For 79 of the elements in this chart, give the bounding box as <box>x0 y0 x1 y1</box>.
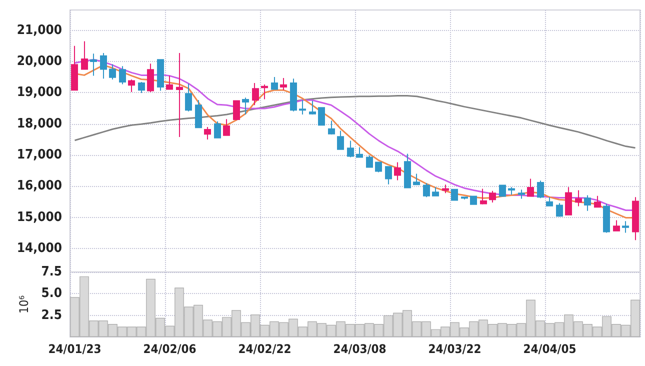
candlestick <box>271 76 278 90</box>
candlestick <box>375 162 382 173</box>
candlestick <box>470 196 477 205</box>
candlestick <box>461 196 468 200</box>
candlestick <box>347 140 354 158</box>
candlestick <box>366 154 373 168</box>
y-tick-label: 17,000 <box>16 148 62 163</box>
candlestick <box>214 120 221 138</box>
y-tick-label: 16,000 <box>16 178 62 194</box>
candlestick <box>584 194 591 212</box>
candlestick <box>176 52 183 138</box>
candlestick <box>432 186 439 196</box>
candlestick <box>119 66 126 85</box>
candlestick <box>423 182 430 198</box>
candlestick <box>309 100 316 115</box>
candlestick <box>337 130 344 150</box>
y-tick-label: 15,000 <box>16 210 62 225</box>
candlestick <box>71 45 78 91</box>
candlestick <box>603 203 610 234</box>
candlestick <box>622 220 629 234</box>
candlestick <box>451 188 458 201</box>
candlestick <box>356 146 363 158</box>
candlestick <box>261 84 268 100</box>
candlestick <box>318 107 325 126</box>
x-tick-label: 24/03/08 <box>333 342 386 356</box>
candlestick <box>138 82 145 94</box>
y-tick-label: 20,000 <box>16 54 62 69</box>
candlestick <box>442 184 449 194</box>
candlestick <box>81 40 88 70</box>
line-series <box>74 95 636 149</box>
x-tick-label: 24/02/22 <box>238 342 292 356</box>
candlestick <box>537 180 544 199</box>
candlestick <box>527 178 534 197</box>
candlestick <box>166 75 173 90</box>
candlestick <box>632 196 639 241</box>
candlestick <box>508 186 515 196</box>
candlestick <box>100 52 107 80</box>
candlestick <box>499 184 506 197</box>
candlestick <box>242 97 249 115</box>
candlestick <box>195 100 202 128</box>
y-tick-label: 5.0 <box>41 286 62 302</box>
candlestick <box>556 202 563 218</box>
candlestick <box>109 64 116 80</box>
candlestick <box>328 120 335 135</box>
candlestick <box>385 166 392 185</box>
candlestick <box>394 162 401 181</box>
y-axis-title: 10⁶ <box>17 295 31 314</box>
candlestick <box>147 63 154 93</box>
candlestick <box>157 59 164 92</box>
y-tick-label: 19,000 <box>16 85 62 100</box>
candlestick <box>518 189 525 200</box>
candlestick <box>565 186 572 216</box>
candlestick <box>204 126 211 140</box>
candlestick <box>413 173 420 186</box>
candlestick <box>90 53 97 76</box>
y-tick-label: 14,000 <box>16 241 62 256</box>
candlestick <box>546 196 553 206</box>
candlestick <box>480 188 487 205</box>
candlestick <box>128 79 135 93</box>
candlestick <box>185 83 192 112</box>
x-tick-label: 24/01/23 <box>48 342 102 356</box>
candlestick <box>233 100 240 121</box>
candlestick <box>489 190 496 203</box>
y-tick-label: 7.5 <box>41 264 62 280</box>
x-tick-label: 24/04/05 <box>523 342 576 356</box>
candlestick <box>280 77 287 91</box>
candlestick <box>299 100 306 115</box>
candlestick <box>594 195 601 208</box>
y-tick-label: 21,000 <box>16 22 62 38</box>
candlestick <box>404 153 411 188</box>
x-tick-label: 24/03/22 <box>428 342 482 356</box>
x-tick-label: 24/02/06 <box>143 342 196 356</box>
y-tick-label: 18,000 <box>16 116 62 132</box>
y-tick-label: 2.5 <box>41 308 62 323</box>
candlestick <box>223 118 230 136</box>
candlestick <box>290 78 297 112</box>
candlestick <box>252 82 259 106</box>
candlestick <box>575 190 582 207</box>
candlestick <box>613 220 620 232</box>
